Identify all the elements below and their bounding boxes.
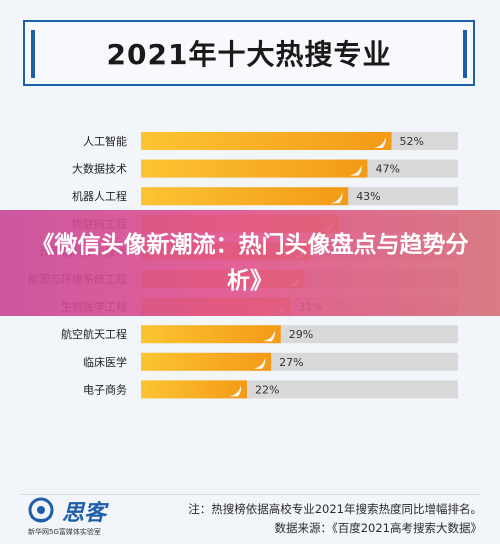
flame-icon <box>349 164 362 176</box>
value-label: 47% <box>375 163 399 176</box>
logo-subtitle: 新华网5G富媒体实验室 <box>28 528 101 536</box>
value-label: 22% <box>255 383 279 396</box>
value-label: 43% <box>356 190 380 203</box>
value-label: 29% <box>289 328 313 341</box>
category-label: 大数据技术 <box>72 162 127 176</box>
category-label: 电子商务 <box>83 382 127 396</box>
title-accent-right <box>463 30 467 78</box>
footer-notes: 注：热搜榜依据高校专业2021年搜索热度同比增幅排名。 数据来源：《百度2021… <box>172 500 482 538</box>
bar <box>141 325 281 344</box>
bar <box>141 187 349 206</box>
logo: 思客 新华网5G富媒体实验室 <box>28 495 118 539</box>
headline-overlay: 《微信头像新潮流：热门头像盘点与趋势分析》 <box>0 210 500 316</box>
title-accent-left <box>31 30 35 78</box>
bar <box>141 132 392 150</box>
title-box: 2021年十大热搜专业 <box>23 20 475 86</box>
category-label: 机器人工程 <box>72 189 127 203</box>
flame-icon <box>229 385 242 397</box>
flame-icon <box>262 330 275 342</box>
category-label: 临床医学 <box>83 355 127 369</box>
flame-icon <box>330 192 343 204</box>
flame-icon <box>373 137 386 148</box>
logo-brand: 思客 <box>62 500 107 526</box>
bar <box>141 352 272 371</box>
category-label: 人工智能 <box>83 134 127 148</box>
value-label: 27% <box>279 356 303 369</box>
bar <box>141 159 368 178</box>
footer-divider <box>20 494 480 495</box>
chart-title: 2021年十大热搜专业 <box>106 38 392 71</box>
category-label: 航空航天工程 <box>61 327 127 341</box>
logo-mark-icon <box>28 497 54 523</box>
footer-note: 注：热搜榜依据高校专业2021年搜索热度同比增幅排名。 <box>188 502 482 516</box>
bar <box>141 380 248 399</box>
flame-icon <box>253 357 266 369</box>
headline-text: 《微信头像新潮流：热门头像盘点与趋势分析》 <box>31 232 469 294</box>
value-label: 52% <box>400 135 424 148</box>
footer-source: 数据来源：《百度2021高考搜索大数据》 <box>274 521 482 535</box>
